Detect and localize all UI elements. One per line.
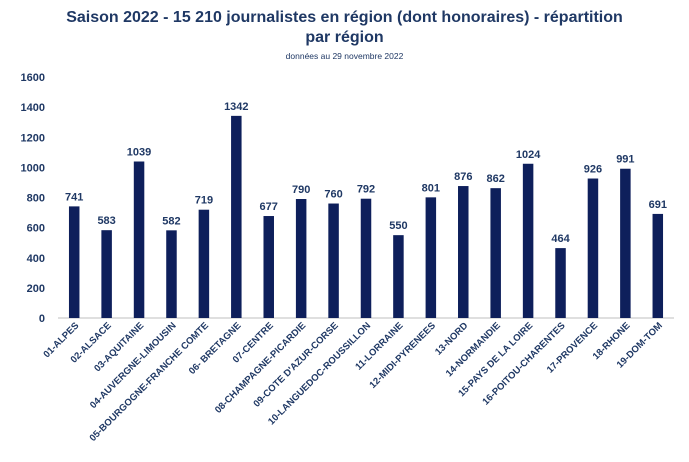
- data-label: 790: [292, 184, 310, 196]
- chart-title-line-1: Saison 2022 - 15 210 journalistes en rég…: [66, 9, 623, 26]
- bar: [231, 115, 242, 318]
- bar: [198, 209, 210, 318]
- bar: [263, 216, 274, 318]
- data-label: 862: [487, 173, 505, 185]
- data-label: 719: [195, 195, 213, 207]
- bar: [166, 230, 177, 318]
- bar: [393, 235, 404, 318]
- data-label: 677: [260, 201, 278, 213]
- bar: [458, 186, 469, 318]
- bar: [490, 188, 501, 318]
- data-label: 991: [616, 154, 634, 166]
- data-label: 1039: [127, 147, 151, 159]
- category-label: 05-BOURGOGNE-FRANCHE COMTE: [88, 320, 211, 443]
- y-tick-label: 600: [27, 223, 45, 235]
- data-label: 760: [324, 189, 342, 201]
- chart-subtitle: données au 29 novembre 2022: [285, 51, 404, 61]
- bar: [328, 203, 339, 318]
- bar: [620, 168, 631, 318]
- bar: [68, 206, 80, 318]
- data-label: 741: [65, 191, 83, 203]
- data-label: 876: [454, 171, 472, 183]
- y-tick-label: 200: [27, 283, 45, 295]
- data-label: 1342: [224, 101, 248, 113]
- data-label: 926: [584, 164, 602, 176]
- bar: [652, 213, 664, 318]
- data-label: 550: [389, 220, 407, 232]
- data-label: 583: [97, 215, 115, 227]
- y-tick-label: 0: [39, 313, 45, 325]
- bar: [101, 230, 112, 318]
- bar: [522, 163, 534, 318]
- y-tick-label: 1200: [21, 132, 45, 144]
- y-tick-label: 800: [27, 193, 45, 205]
- data-label: 792: [357, 184, 375, 196]
- bar: [295, 199, 307, 318]
- y-tick-label: 1600: [21, 72, 45, 84]
- data-label: 1024: [516, 149, 541, 161]
- chart-title-line-2: par région: [305, 29, 384, 46]
- y-tick-label: 1000: [21, 162, 45, 174]
- data-label: 801: [422, 182, 440, 194]
- data-label: 582: [162, 215, 180, 227]
- chart-title: Saison 2022 - 15 210 journalistes en rég…: [0, 8, 689, 48]
- bar: [360, 198, 372, 318]
- bar: [425, 197, 437, 318]
- y-tick-label: 1400: [21, 102, 45, 114]
- data-label: 691: [649, 199, 667, 211]
- bar: [587, 178, 599, 318]
- y-tick-label: 400: [27, 253, 45, 265]
- bar: [555, 248, 566, 318]
- bar: [133, 161, 145, 318]
- data-label: 464: [551, 233, 570, 245]
